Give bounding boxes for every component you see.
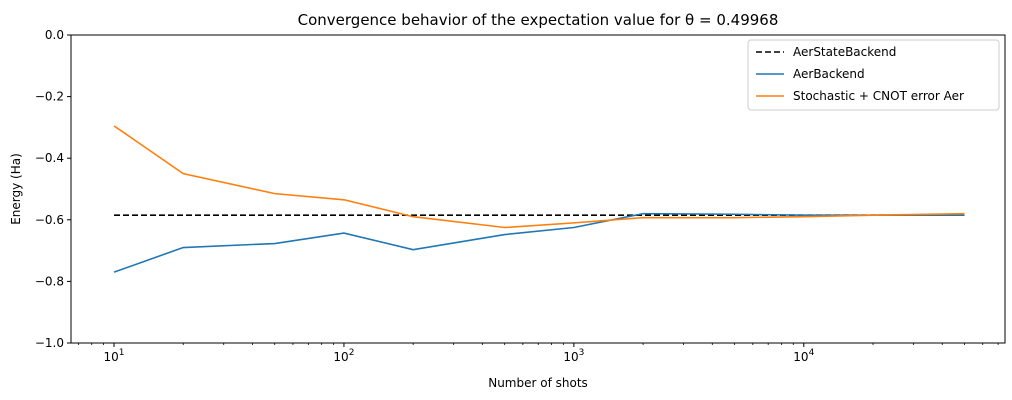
x-axis-label: Number of shots	[488, 376, 588, 390]
x-tick-label: 101	[104, 348, 125, 364]
legend-label: AerBackend	[793, 67, 865, 81]
x-axis: 101 102 103 104	[78, 343, 999, 364]
legend: AerStateBackend AerBackend Stochastic + CN…	[747, 39, 1000, 111]
x-tick-label: 103	[563, 348, 584, 364]
y-axis: 0.0 −0.2 −0.4 −0.6 −0.8 −1.0	[35, 28, 71, 350]
y-tick-label: −0.6	[35, 213, 64, 227]
chart-title: Convergence behavior of the expectation …	[298, 11, 779, 29]
y-tick-label: 0.0	[45, 28, 64, 42]
y-tick-label: −1.0	[35, 336, 64, 350]
series-line-stochastic-cnot-error-aer	[113, 125, 965, 229]
x-tick-label: 104	[793, 348, 814, 364]
y-tick-label: −0.2	[35, 90, 64, 104]
series-line-aerbackend	[113, 212, 965, 273]
legend-label: AerStateBackend	[793, 45, 896, 59]
y-tick-label: −0.8	[35, 274, 64, 288]
y-tick-label: −0.4	[35, 151, 64, 165]
series-layer	[113, 125, 965, 273]
legend-box	[747, 39, 1000, 111]
y-axis-label: Energy (Ha)	[9, 153, 23, 225]
x-tick-label: 102	[333, 348, 354, 364]
legend-label: Stochastic + CNOT error Aer	[793, 89, 964, 103]
